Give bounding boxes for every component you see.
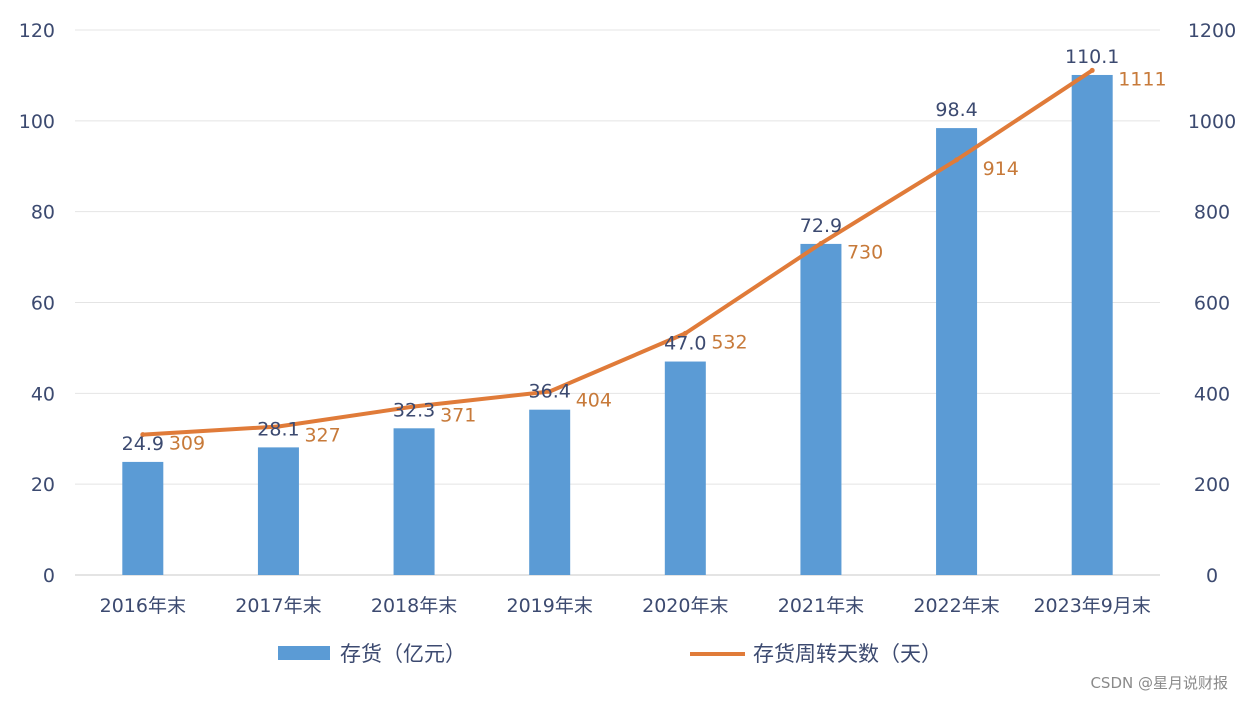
legend-bar-label: 存货（亿元） xyxy=(340,642,466,666)
bar-value-label: 32.3 xyxy=(393,399,435,421)
legend-line-label: 存货周转天数（天） xyxy=(753,642,942,666)
bar xyxy=(1071,74,1113,576)
line-point xyxy=(954,157,960,163)
line-point xyxy=(411,404,417,410)
line-point xyxy=(275,423,281,429)
line-point xyxy=(1089,67,1095,73)
line-point xyxy=(682,330,688,336)
bar-value-label: 36.4 xyxy=(529,381,571,403)
y-left-tick-label: 100 xyxy=(19,111,55,133)
line-value-label: 914 xyxy=(983,158,1019,180)
gridlines xyxy=(75,29,1160,576)
x-tick-label: 2019年末 xyxy=(507,595,593,617)
y-right-tick-label: 1200 xyxy=(1188,20,1236,42)
y-right-tick-label: 800 xyxy=(1194,202,1230,224)
y-right-tick-label: 1000 xyxy=(1188,111,1236,133)
y-left-tick-label: 20 xyxy=(31,474,55,496)
y-left-tick-label: 40 xyxy=(31,383,55,405)
x-tick-label: 2018年末 xyxy=(371,595,457,617)
y-right-tick-label: 0 xyxy=(1206,565,1218,587)
y-left-tick-label: 60 xyxy=(31,293,55,315)
line-value-label: 309 xyxy=(169,433,205,455)
axes: 0204060801001200200400600800100012002016… xyxy=(19,20,1236,617)
y-right-tick-label: 400 xyxy=(1194,383,1230,405)
x-tick-label: 2021年末 xyxy=(778,595,864,617)
legend-bar-swatch xyxy=(278,646,330,660)
bar xyxy=(257,447,299,575)
bar-value-label: 98.4 xyxy=(935,99,977,121)
line-point xyxy=(140,432,146,438)
line-point xyxy=(547,389,553,395)
line-value-label: 371 xyxy=(440,405,476,427)
x-tick-label: 2020年末 xyxy=(642,595,728,617)
line-value-label: 327 xyxy=(304,424,340,446)
bars xyxy=(122,74,1113,576)
line-value-label: 1111 xyxy=(1118,68,1166,90)
data-labels: 24.9 28.1 32.3 36.4 47.0 72.9 98.4 110.1 309 327 3… xyxy=(122,46,1167,455)
bar-value-label: 72.9 xyxy=(800,215,842,237)
bar xyxy=(664,361,706,575)
bar-value-label: 110.1 xyxy=(1065,46,1119,68)
bar xyxy=(936,128,978,575)
bar xyxy=(393,428,435,575)
y-right-tick-label: 600 xyxy=(1194,293,1230,315)
y-right-tick-label: 200 xyxy=(1194,474,1230,496)
bar xyxy=(122,461,164,575)
y-left-tick-label: 0 xyxy=(43,565,55,587)
x-tick-label: 2016年末 xyxy=(100,595,186,617)
x-tick-label: 2023年9月末 xyxy=(1033,595,1150,617)
y-left-tick-label: 80 xyxy=(31,202,55,224)
bar-value-label: 28.1 xyxy=(257,418,299,440)
watermark: CSDN @星月说财报 xyxy=(1090,674,1228,692)
bar xyxy=(529,409,571,575)
line-value-label: 532 xyxy=(711,331,747,353)
line-point xyxy=(818,240,824,246)
x-tick-label: 2022年末 xyxy=(913,595,999,617)
bar xyxy=(800,243,842,575)
bar-value-label: 24.9 xyxy=(122,433,164,455)
line-series xyxy=(140,67,1095,438)
y-left-tick-label: 120 xyxy=(19,20,55,42)
bar-value-label: 47.0 xyxy=(664,333,706,355)
line-path xyxy=(140,68,1095,437)
line-value-label: 404 xyxy=(576,390,612,412)
x-tick-label: 2017年末 xyxy=(235,595,321,617)
line-value-label: 730 xyxy=(847,241,883,263)
legend: 存货（亿元） 存货周转天数（天） xyxy=(278,642,942,666)
